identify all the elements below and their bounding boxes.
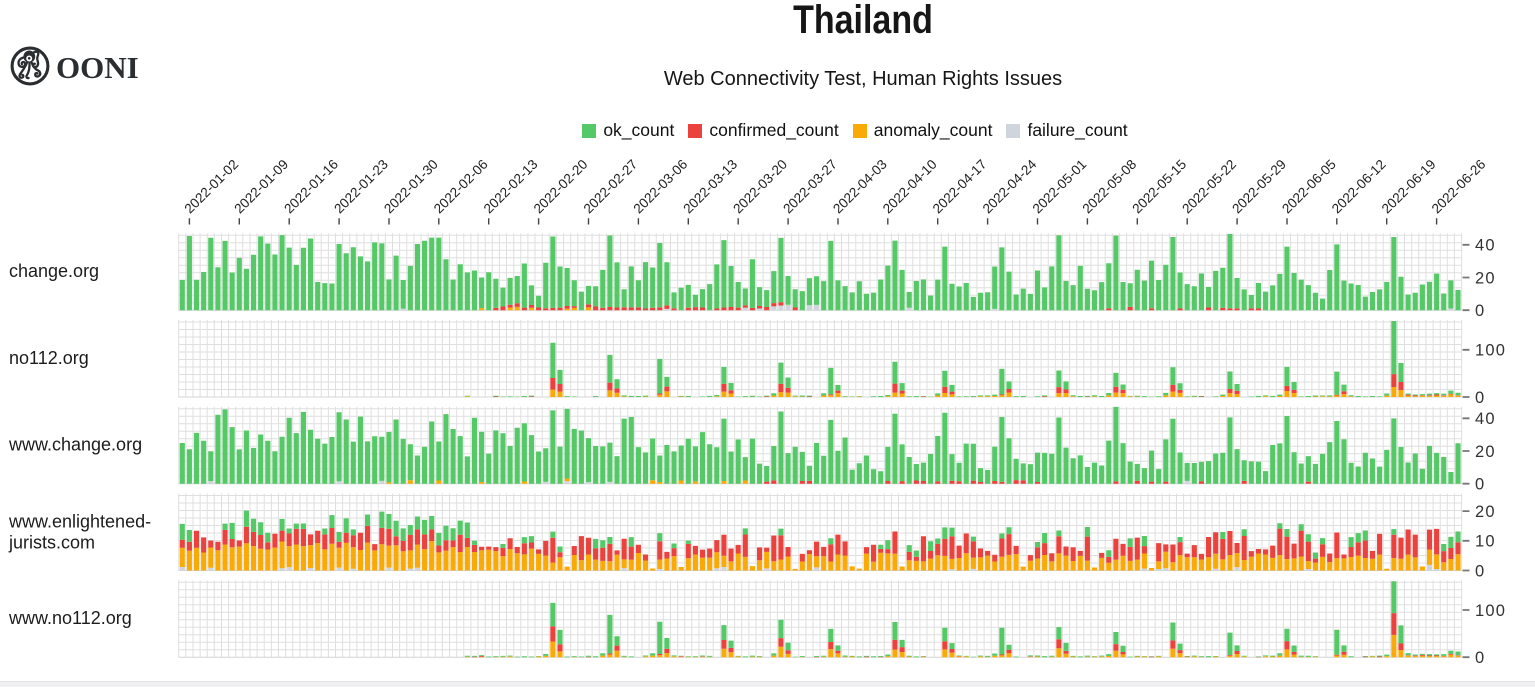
- svg-text:100: 100: [1475, 602, 1506, 620]
- svg-text:www.change.org: www.change.org: [8, 435, 142, 455]
- svg-text:0: 0: [1475, 649, 1485, 667]
- svg-text:40: 40: [1475, 410, 1496, 428]
- svg-text:20: 20: [1475, 503, 1496, 521]
- svg-text:change.org: change.org: [9, 261, 99, 281]
- svg-text:20: 20: [1475, 269, 1496, 287]
- svg-text:0: 0: [1475, 389, 1485, 407]
- svg-text:40: 40: [1475, 237, 1496, 255]
- svg-text:no112.org: no112.org: [9, 348, 89, 368]
- svg-text:100: 100: [1475, 342, 1506, 360]
- svg-text:0: 0: [1475, 476, 1485, 494]
- svg-text:0: 0: [1475, 562, 1485, 580]
- svg-text:10: 10: [1475, 533, 1496, 551]
- svg-text:OONI: OONI: [56, 50, 139, 85]
- svg-text:2022-06-26: 2022-06-26: [1429, 157, 1489, 217]
- svg-text:0: 0: [1475, 302, 1485, 320]
- svg-text:jurists.com: jurists.com: [8, 533, 95, 553]
- svg-text:20: 20: [1475, 443, 1496, 461]
- svg-text:www.enlightened-: www.enlightened-: [8, 512, 151, 532]
- svg-text:www.no112.org: www.no112.org: [8, 608, 132, 628]
